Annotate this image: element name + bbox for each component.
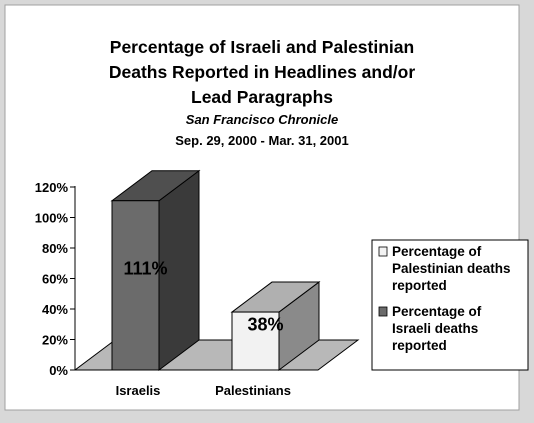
x-label-palestinians: Palestinians	[215, 383, 291, 398]
y-axis-ticks: 0% 20% 40% 60% 80% 100% 120%	[35, 180, 75, 378]
legend-label-israelis: Percentage of	[392, 304, 482, 319]
legend-label-palestinians: Percentage of	[392, 244, 482, 259]
bar-palestinians-value-label: 38%	[247, 314, 283, 334]
chart-title-line-1: Percentage of Israeli and Palestinian	[110, 37, 414, 57]
chart-title-line-3: Lead Paragraphs	[191, 87, 333, 107]
legend: Percentage of Palestinian deaths reported P…	[378, 244, 511, 353]
plot-area: 0% 20% 40% 60% 80% 100% 120% 38% 111% Israelis P…	[35, 169, 360, 398]
legend-swatch-israelis	[378, 306, 388, 317]
bar-israelis	[111, 200, 160, 371]
y-tick-label: 80%	[42, 241, 68, 256]
y-tick-label: 60%	[42, 272, 68, 287]
legend-label-israelis: Israeli deaths	[392, 321, 478, 336]
y-tick-label: 0%	[49, 363, 68, 378]
y-tick-label: 20%	[42, 333, 68, 348]
y-tick-label: 120%	[35, 180, 69, 195]
legend-label-israelis: reported	[392, 338, 447, 353]
bars: 38% 111%	[110, 169, 321, 371]
y-tick-label: 40%	[42, 302, 68, 317]
bar-palestinians	[231, 311, 280, 371]
legend-label-palestinians: Palestinian deaths	[392, 261, 511, 276]
legend-label-palestinians: reported	[392, 278, 447, 293]
y-tick-label: 100%	[35, 211, 69, 226]
legend-box	[371, 239, 529, 371]
chart-subtitle: San Francisco Chronicle	[186, 112, 338, 127]
chart-date-range: Sep. 29, 2000 - Mar. 31, 2001	[175, 133, 348, 148]
x-label-israelis: Israelis	[116, 383, 161, 398]
bar-israelis-value-label: 111%	[123, 259, 167, 279]
chart-title-line-2: Deaths Reported in Headlines and/or	[109, 62, 415, 82]
legend-swatch-palestinians	[378, 246, 388, 257]
x-axis-labels: Israelis Palestinians	[116, 383, 291, 398]
